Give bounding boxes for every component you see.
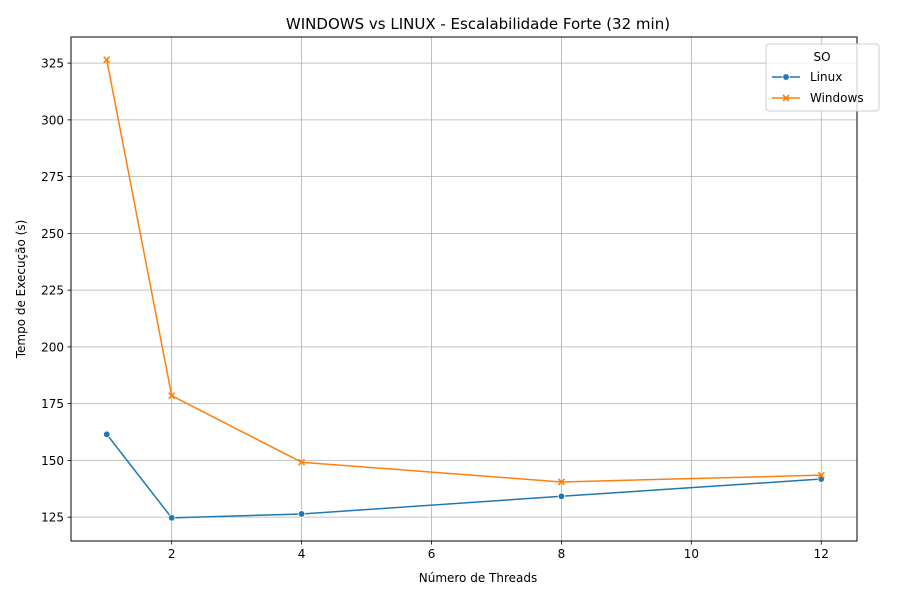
data-point-linux <box>557 492 566 500</box>
y-tick-label: 225 <box>41 284 64 298</box>
data-point-windows <box>168 392 176 400</box>
x-tick-label: 2 <box>168 547 176 561</box>
y-tick-label: 125 <box>41 511 64 525</box>
series-line-linux <box>106 433 822 519</box>
x-axis: 2 4 6 8 10 12 <box>168 541 829 561</box>
x-tick-label: 10 <box>684 547 699 561</box>
legend-box <box>765 43 880 112</box>
y-tick-label: 300 <box>41 113 64 127</box>
y-tick-label: 150 <box>41 454 64 468</box>
grid <box>71 37 857 541</box>
chart-title: WINDOWS vs LINUX - Escalabilidade Forte … <box>286 15 670 33</box>
legend: SO Linux Windows <box>765 43 880 112</box>
legend-marker-linux <box>782 73 790 81</box>
plot-frame <box>70 36 858 542</box>
data-point-linux <box>297 510 306 518</box>
x-tick-label: 4 <box>298 547 306 561</box>
y-axis-label: Tempo de Execução (s) <box>14 220 28 360</box>
data-point-linux <box>168 514 176 522</box>
legend-title: SO <box>813 50 830 64</box>
y-tick-label: 325 <box>41 57 64 71</box>
legend-label-windows: Windows <box>810 91 864 105</box>
data-point-windows <box>557 478 566 486</box>
data-point-linux <box>103 430 111 438</box>
y-tick-label: 200 <box>41 340 64 354</box>
data-point-windows <box>298 458 306 466</box>
legend-marker-windows <box>782 94 790 102</box>
x-tick-label: 12 <box>814 547 829 561</box>
y-tick-label: 175 <box>41 397 64 411</box>
y-tick-label: 275 <box>41 170 64 184</box>
y-tick-label: 250 <box>41 227 64 241</box>
x-tick-label: 6 <box>428 547 436 561</box>
legend-label-linux: Linux <box>810 70 842 84</box>
series-line-windows <box>105 59 822 483</box>
x-axis-label: Número de Threads <box>419 571 538 585</box>
data-point-windows <box>103 56 111 64</box>
data-point-windows <box>817 471 825 479</box>
x-tick-label: 8 <box>558 547 566 561</box>
series-layer <box>103 56 825 522</box>
y-axis: 125 150 175 200 225 250 275 300 325 <box>41 57 71 525</box>
